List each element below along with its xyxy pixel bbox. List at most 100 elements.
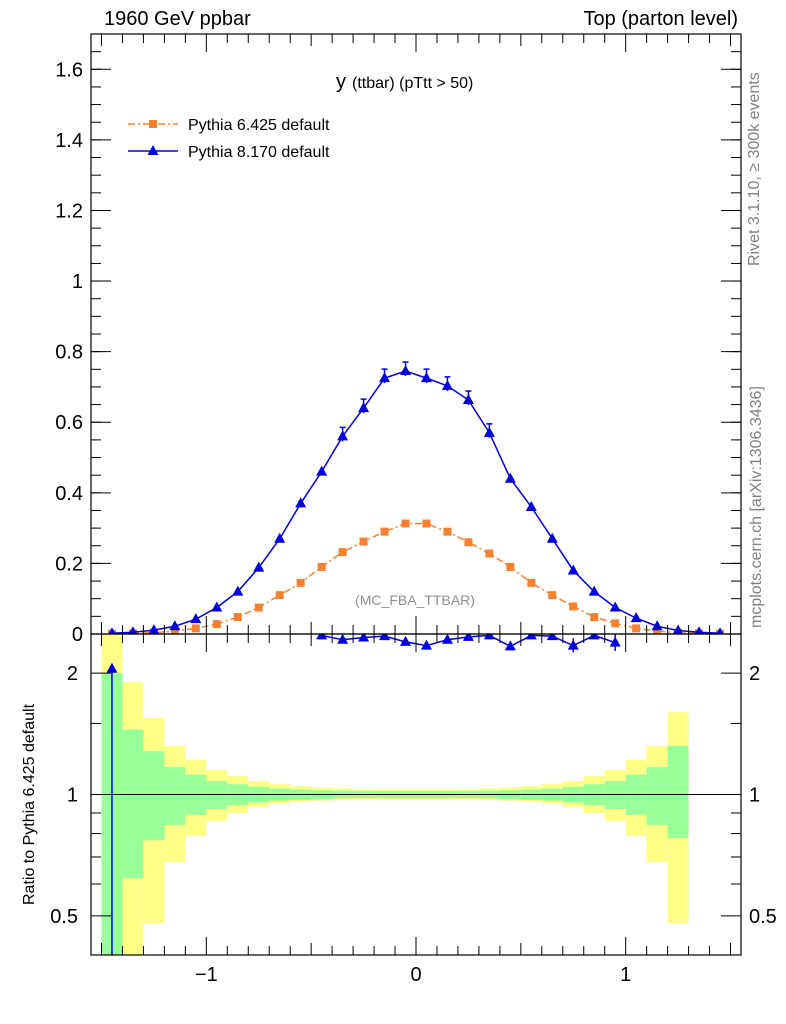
point-pythia6 (611, 619, 620, 628)
point-pythia8 (169, 620, 181, 631)
ratio-y-tick-label-right: 0.5 (749, 906, 777, 928)
point-pythia8 (295, 497, 307, 508)
ratio-band-inner (646, 766, 668, 826)
ratio-y-tick-label: 1 (67, 785, 78, 807)
ratio-point (504, 640, 516, 651)
point-pythia8 (567, 564, 579, 575)
main-y-tick-label: 0 (72, 624, 83, 646)
x-tick-label: 1 (620, 964, 631, 986)
point-pythia8 (630, 612, 642, 623)
x-tick-label: 0 (410, 964, 421, 986)
point-pythia6 (254, 603, 263, 612)
ratio-y-tick-label: 2 (67, 663, 78, 685)
main-y-tick-label: 1.4 (55, 130, 83, 152)
point-pythia6 (506, 562, 515, 571)
point-pythia8 (504, 472, 516, 483)
point-pythia8 (190, 613, 202, 624)
point-pythia8 (211, 601, 223, 612)
point-pythia8 (148, 624, 160, 634)
ratio-point (483, 634, 495, 640)
point-pythia6 (191, 624, 200, 633)
ratio-band-inner (604, 781, 626, 810)
point-pythia6 (170, 627, 179, 634)
point-pythia8 (609, 601, 621, 612)
ratio-point (379, 634, 391, 641)
legend-label: Pythia 8.170 default (188, 144, 330, 161)
ratio-point (337, 634, 349, 644)
point-pythia6 (632, 624, 641, 633)
point-pythia6 (653, 627, 662, 634)
ratio-point (441, 634, 453, 644)
x-tick-label: −1 (195, 964, 218, 986)
ratio-band-inner (164, 766, 186, 826)
ratio-band-inner (667, 745, 689, 839)
main-y-tick-label: 1 (72, 271, 83, 293)
ratio-plot-area (101, 634, 689, 955)
point-pythia6 (443, 527, 452, 536)
point-pythia8 (525, 500, 537, 511)
point-pythia8 (358, 402, 370, 413)
ratio-y-tick-label: 0.5 (50, 906, 78, 928)
point-pythia6 (275, 591, 284, 600)
plot-title-main: y (336, 71, 346, 93)
point-pythia6 (338, 548, 347, 557)
main-y-tick-label: 1.6 (55, 59, 83, 81)
point-pythia8 (400, 365, 412, 376)
point-pythia8 (274, 532, 286, 543)
ratio-band-inner (206, 781, 228, 810)
main-plot-area (107, 361, 725, 634)
main-y-tick-label: 1.2 (55, 200, 83, 222)
point-pythia6 (212, 620, 221, 629)
point-pythia6 (527, 578, 536, 587)
point-pythia8 (716, 627, 724, 634)
point-pythia6 (548, 591, 557, 600)
main-y-tick-label: 0.6 (55, 412, 83, 434)
point-pythia8 (253, 561, 265, 572)
ratio-point (358, 634, 370, 642)
legend-marker (149, 120, 157, 128)
point-pythia8 (462, 394, 474, 404)
ratio-y-tick-label-right: 1 (749, 785, 760, 807)
ratio-point (462, 634, 474, 641)
point-pythia6 (380, 527, 389, 536)
point-pythia8 (232, 585, 244, 596)
point-pythia8 (694, 626, 704, 634)
ratio-point (525, 634, 537, 640)
header-right: Top (parton level) (583, 8, 738, 30)
point-pythia6 (464, 538, 473, 547)
header-left: 1960 GeV ppbar (104, 8, 251, 30)
ratio-band-inner (143, 751, 165, 841)
point-pythia8 (316, 465, 328, 476)
point-pythia6 (485, 549, 494, 558)
point-pythia8 (651, 620, 663, 631)
point-pythia6 (233, 613, 242, 622)
point-pythia6 (296, 578, 305, 587)
point-pythia8 (441, 379, 453, 390)
point-pythia8 (108, 627, 116, 634)
ratio-point (316, 634, 328, 640)
point-pythia6 (359, 537, 368, 546)
point-pythia8 (420, 372, 432, 383)
point-pythia8 (546, 532, 558, 543)
plot-title-detail: (ttbar) (pTtt > 50) (352, 75, 473, 92)
point-pythia8 (128, 626, 138, 634)
point-pythia6 (422, 519, 431, 528)
ratio-point (106, 662, 118, 673)
plot-title: y (ttbar) (pTtt > 50) (336, 71, 473, 93)
main-y-tick-label: 0.8 (55, 342, 83, 364)
point-pythia8 (672, 624, 684, 634)
point-pythia8 (483, 426, 495, 437)
point-pythia8 (379, 372, 391, 383)
point-pythia8 (337, 430, 349, 441)
legend-label: Pythia 6.425 default (188, 117, 330, 134)
ratio-point (546, 634, 558, 641)
main-y-tick-label: 0.2 (55, 553, 83, 575)
ratio-y-tick-label-right: 2 (749, 663, 760, 685)
ratio-band-inner (122, 729, 144, 879)
point-pythia6 (569, 602, 578, 611)
ratio-point (420, 639, 432, 650)
point-pythia6 (590, 613, 599, 622)
legend-marker (147, 145, 159, 155)
ratio-point (588, 634, 600, 640)
